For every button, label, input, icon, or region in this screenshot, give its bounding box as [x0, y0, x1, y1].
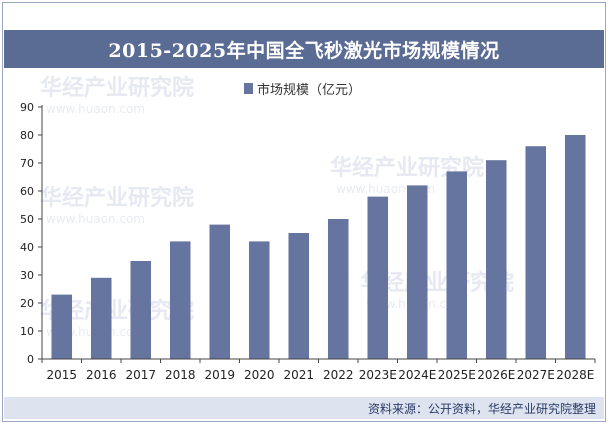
legend-swatch: [244, 82, 253, 94]
y-tick-label: 80: [20, 129, 34, 142]
bar: [564, 135, 586, 359]
legend-label: 市场规模（亿元）: [257, 82, 362, 98]
source-note: 资料来源：公开资料，华经产业研究院整理: [367, 402, 596, 416]
bar: [248, 241, 270, 359]
x-tick-label: 2022: [323, 368, 354, 382]
x-tick-label: 2016: [86, 368, 117, 382]
x-tick-label: 2021: [283, 368, 314, 382]
y-tick-label: 50: [20, 213, 34, 226]
y-tick-label: 0: [27, 353, 34, 366]
bar: [485, 160, 507, 359]
x-tick-label: 2024E: [398, 368, 436, 382]
watermark-url: www.huaon.com: [46, 212, 145, 226]
bar: [327, 219, 349, 359]
bar: [525, 146, 547, 359]
watermark-url: www.huaon.com: [46, 102, 145, 116]
legend: 市场规模（亿元）: [244, 79, 362, 98]
x-tick-label: 2026E: [477, 368, 515, 382]
y-axis: 0 10 20 30 40 50 60 70 80 90: [20, 101, 43, 366]
x-tick-label: 2027E: [517, 368, 555, 382]
bar: [209, 224, 231, 359]
chart-title: 2015-2025年中国全飞秒激光市场规模情况: [4, 30, 604, 68]
y-tick-label: 30: [20, 269, 34, 282]
x-tick-label: 2025E: [438, 368, 476, 382]
y-tick-label: 40: [20, 241, 34, 254]
watermark-text: 华经产业研究院: [40, 185, 194, 211]
y-tick-label: 20: [20, 297, 34, 310]
bar: [367, 196, 389, 359]
x-axis: 2015 2016 2017 2018 2019 2020 2021 2022 2023E 202…: [41, 358, 596, 382]
bar: [288, 233, 310, 359]
y-tick-label: 90: [20, 101, 34, 114]
bar: [446, 171, 468, 359]
y-tick-label: 10: [20, 325, 34, 338]
y-tick-label: 70: [20, 157, 34, 170]
bar: [406, 185, 428, 359]
x-tick-label: 2019: [204, 368, 235, 382]
bar: [90, 277, 112, 359]
bar: [51, 294, 73, 359]
bar: [130, 261, 152, 359]
x-tick-label: 2020: [244, 368, 275, 382]
x-tick-label: 2028E: [556, 368, 594, 382]
footer-bar: [4, 397, 604, 419]
x-tick-label: 2015: [46, 368, 77, 382]
x-tick-label: 2018: [165, 368, 196, 382]
bar: [169, 241, 191, 359]
bars: [51, 135, 586, 359]
x-tick-label: 2017: [125, 368, 156, 382]
watermark-text: 华经产业研究院: [40, 75, 194, 101]
y-tick-label: 60: [20, 185, 34, 198]
x-tick-label: 2023E: [359, 368, 397, 382]
